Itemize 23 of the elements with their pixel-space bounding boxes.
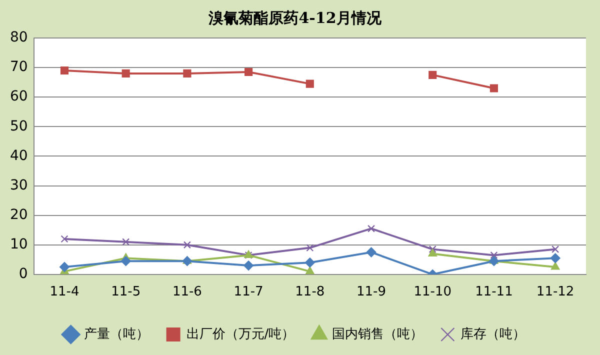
y-tick-label: 60	[10, 88, 28, 105]
x-tick-label: 11-9	[356, 284, 386, 300]
legend-label: 库存（吨）	[460, 326, 526, 342]
x-tick-label: 11-6	[172, 284, 202, 300]
x-tick-label: 11-5	[111, 284, 141, 300]
x-tick-label: 11-12	[536, 284, 574, 300]
x-tick-label: 11-4	[50, 284, 80, 300]
y-tick-label: 70	[10, 59, 28, 76]
x-tick-label: 11-8	[295, 284, 325, 300]
y-tick-label: 20	[10, 206, 28, 223]
y-tick-label: 80	[10, 30, 28, 46]
x-tick-label: 11-11	[475, 284, 513, 300]
y-tick-label: 40	[10, 148, 28, 164]
x-tick-label: 11-10	[414, 284, 452, 300]
y-tick-label: 10	[10, 236, 28, 252]
y-tick-label: 30	[10, 177, 28, 194]
chart-title: 溴氰菊酯原药4-12月情况	[208, 8, 382, 27]
legend-label: 国内销售（吨）	[332, 326, 424, 342]
legend-label: 出厂价（万元/吨）	[186, 326, 295, 342]
x-tick-label: 11-7	[234, 284, 264, 300]
legend-label: 产量（吨）	[84, 326, 149, 342]
y-tick-label: 50	[10, 118, 28, 134]
y-tick-label: 0	[18, 266, 28, 282]
